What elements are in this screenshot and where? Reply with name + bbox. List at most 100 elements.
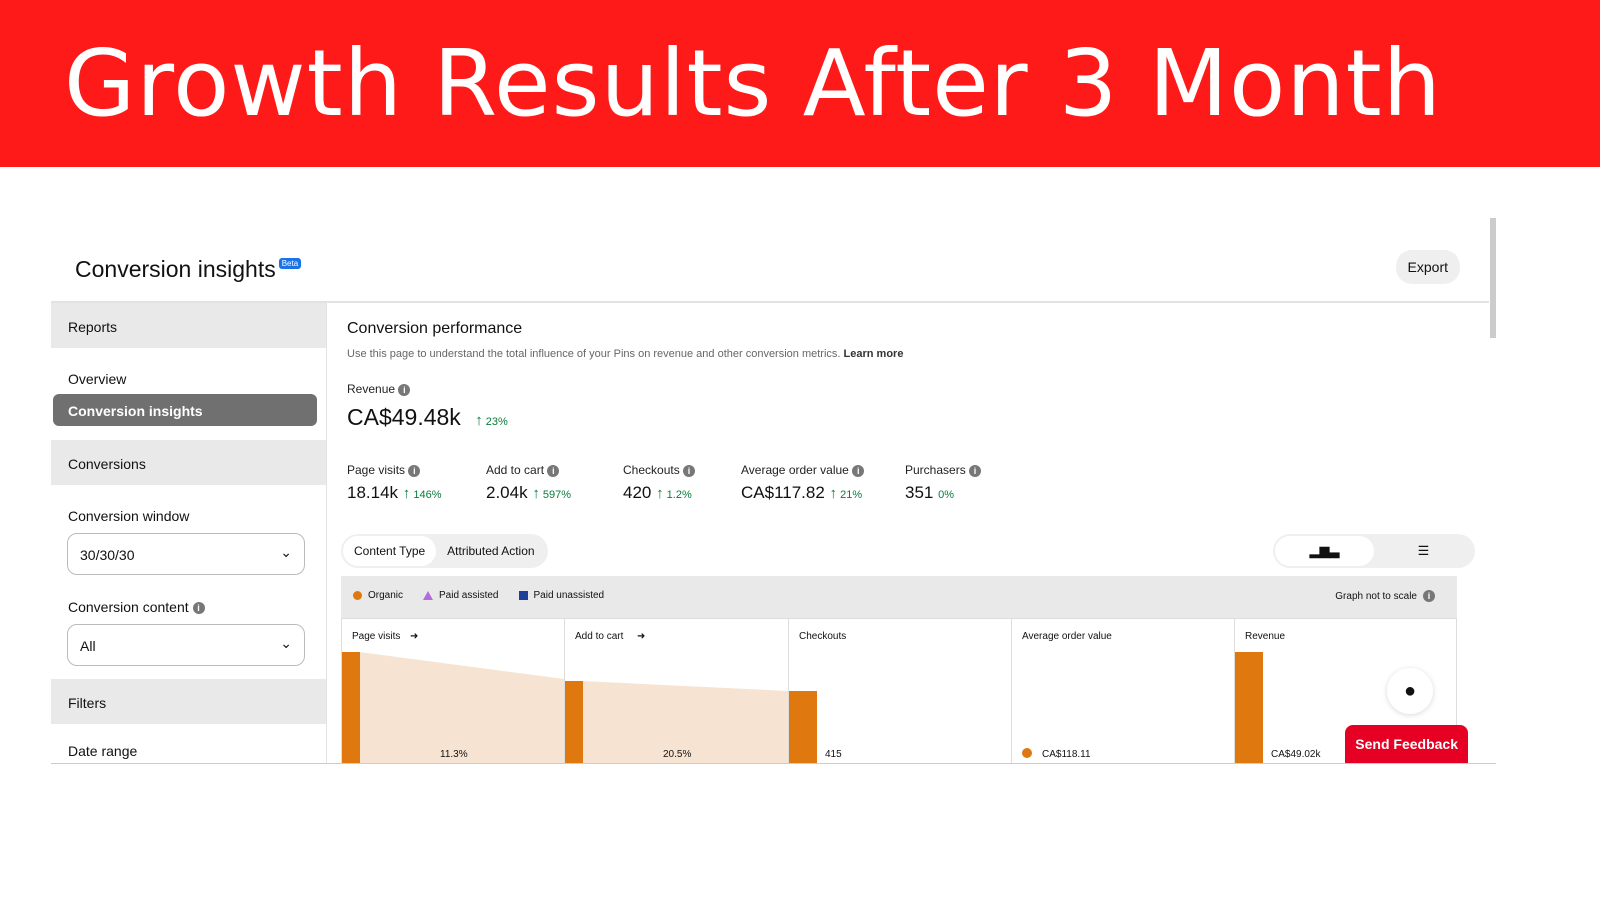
column-average-order-value: Average order value CA$118.11	[1011, 619, 1234, 763]
metric-change-value: 21%	[840, 489, 863, 501]
metric-value-row: 351 0%	[905, 483, 981, 503]
legend-organic: Organic	[368, 590, 404, 601]
metric-change-value: 1.2%	[666, 489, 692, 501]
beta-badge: Beta	[278, 258, 302, 269]
value-label: CA$49.02k	[1271, 749, 1321, 760]
column-checkouts: Checkouts 415	[788, 619, 1011, 763]
send-feedback-button[interactable]: Send Feedback	[1345, 725, 1468, 763]
page-title-text: Conversion insights	[75, 256, 276, 282]
divider	[51, 301, 1489, 303]
metric-value-row: CA$117.82 ↑ 21%	[741, 483, 864, 503]
conversion-content-label-text: Conversion content	[68, 599, 189, 615]
conversion-window-select[interactable]: 30/30/30 ⌄	[67, 533, 305, 575]
legend-organic-dot-icon	[353, 591, 362, 600]
info-icon[interactable]: i	[1423, 590, 1435, 602]
banner-title: Growth Results After 3 Month	[0, 0, 1600, 167]
value-label: 11.3%	[440, 749, 468, 760]
scrollbar[interactable]	[1490, 218, 1496, 338]
column-label: Average order value	[1022, 631, 1112, 642]
revenue-change: ↑ 23%	[475, 412, 508, 429]
info-icon[interactable]: i	[852, 464, 865, 477]
learn-more-link[interactable]: Learn more	[843, 348, 904, 360]
section-description: Use this page to understand the total in…	[347, 348, 903, 360]
list-icon[interactable]: ☰	[1417, 543, 1430, 558]
metric-page-visits: Page visits i 18.14k ↑ 146%	[347, 463, 441, 503]
info-icon[interactable]: i	[969, 464, 982, 477]
bar-revenue[interactable]	[1235, 652, 1263, 763]
arrow-up-icon: ↑	[402, 485, 411, 502]
metric-add-to-cart: Add to cart i 2.04k ↑ 597%	[486, 463, 571, 503]
metric-value: 18.14k	[347, 483, 399, 502]
conversion-window-label: Conversion window	[68, 508, 190, 524]
funnel-chart: Organic Paid assisted Paid unassisted Gr…	[341, 576, 1457, 763]
metric-value: 2.04k	[486, 483, 528, 502]
conversion-insights-app: Conversion insights Beta Export Reports O…	[51, 218, 1496, 764]
metric-checkouts: Checkouts i 420 ↑ 1.2%	[623, 463, 696, 503]
metric-value: CA$117.82	[741, 483, 825, 502]
bar-add-to-cart[interactable]	[565, 681, 583, 763]
conversion-window-value: 30/30/30	[80, 547, 135, 563]
sidebar-item-conversion-insights[interactable]: Conversion insights	[53, 394, 317, 426]
info-icon[interactable]: i	[398, 383, 411, 396]
info-icon[interactable]: i	[547, 464, 560, 477]
metric-purchasers: Purchasers i 351 0%	[905, 463, 982, 503]
column-label: Revenue	[1245, 631, 1286, 642]
flow-page-visits-to-add-to-cart	[359, 652, 564, 763]
metric-value-row: 420 ↑ 1.2%	[623, 483, 695, 503]
column-label: Page visits	[352, 631, 401, 642]
metric-label-text: Page visits	[347, 463, 406, 477]
bar-chart-icon[interactable]: ▂▆▃	[1275, 536, 1374, 566]
info-icon[interactable]: i	[683, 464, 696, 477]
metric-change-value: 0%	[938, 489, 955, 501]
metric-value-row: 18.14k ↑ 146%	[347, 483, 441, 503]
metric-value: 351	[905, 483, 934, 502]
conversion-content-select[interactable]: All ⌄	[67, 624, 305, 666]
tab-attributed-action[interactable]: Attributed Action	[447, 544, 535, 558]
sidebar-item-overview[interactable]: Overview	[68, 371, 127, 387]
metric-label-text: Average order value	[741, 463, 849, 477]
metric-label: Checkouts i	[623, 463, 696, 477]
value-label: 415	[825, 749, 842, 760]
revenue-metric: CA$49.48k ↑ 23%	[347, 404, 508, 431]
chevron-down-icon: ⌄	[280, 544, 292, 560]
metric-label-text: Add to cart	[486, 463, 545, 477]
arrow-right-icon: ➜	[637, 631, 646, 642]
revenue-value: CA$49.48k	[347, 404, 461, 430]
metric-change: 0%	[938, 489, 954, 501]
legend-paid-unassisted-square-icon	[518, 591, 528, 600]
metric-change: ↑ 597%	[532, 485, 572, 502]
column-revenue: Revenue CA$49.02k	[1234, 619, 1457, 763]
metric-change: ↑ 146%	[403, 485, 442, 502]
metric-average-order-value: Average order value i CA$117.82 ↑ 21%	[741, 463, 865, 503]
metric-label: Add to cart i	[486, 463, 571, 477]
revenue-label-text: Revenue	[347, 382, 396, 396]
organic-dot-icon	[1022, 748, 1032, 758]
info-icon[interactable]: i	[192, 602, 205, 615]
info-icon[interactable]: i	[408, 464, 421, 477]
value-label: 20.5%	[663, 749, 692, 760]
bar-checkouts[interactable]	[789, 691, 817, 763]
value-label: CA$118.11	[1042, 749, 1091, 760]
metric-value-row: 2.04k ↑ 597%	[486, 483, 571, 503]
tab-content-type[interactable]: Content Type	[343, 536, 437, 566]
sidebar-section-filters: Filters	[51, 679, 326, 724]
metric-change-value: 146%	[413, 489, 442, 501]
metric-change-value: 597%	[542, 489, 572, 501]
view-tabs: Content Type Attributed Action	[341, 534, 548, 568]
funnel-flow	[359, 652, 788, 763]
graph-note-text: Graph not to scale	[1335, 590, 1417, 602]
legend-paid-assisted-triangle-icon	[423, 591, 434, 600]
legend-paid-unassisted: Paid unassisted	[533, 590, 605, 601]
description-text: Use this page to understand the total in…	[347, 348, 841, 360]
metric-label: Purchasers i	[905, 463, 982, 477]
chevron-down-icon: ⌄	[280, 635, 292, 651]
sidebar: Reports Overview Conversion insights Con…	[51, 303, 326, 763]
column-add-to-cart: Add to cart ➜ 20.5%	[564, 619, 788, 763]
column-page-visits: Page visits ➜ 11.3%	[341, 619, 564, 763]
metric-label-text: Purchasers	[905, 463, 966, 477]
lightbulb-icon[interactable]: ●	[1387, 668, 1433, 714]
arrow-up-icon: ↑	[829, 485, 838, 502]
conversion-content-value: All	[80, 638, 96, 654]
export-button[interactable]: Export	[1395, 250, 1460, 284]
bar-page-visits[interactable]	[342, 652, 360, 763]
